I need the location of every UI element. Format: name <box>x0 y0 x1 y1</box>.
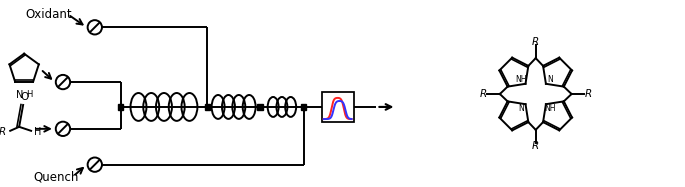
Text: R: R <box>532 37 539 47</box>
Text: N: N <box>519 104 524 113</box>
Text: NH: NH <box>515 75 527 84</box>
Text: H: H <box>26 90 32 99</box>
Bar <box>205 104 210 110</box>
Text: R: R <box>0 127 6 137</box>
Text: N: N <box>547 75 553 84</box>
Text: Quench: Quench <box>33 170 79 183</box>
Text: R: R <box>532 141 539 151</box>
Bar <box>322 92 353 122</box>
Text: Oxidant: Oxidant <box>25 8 72 21</box>
Bar <box>301 104 306 110</box>
Text: NH: NH <box>545 104 556 113</box>
Text: N: N <box>16 90 24 99</box>
Text: R: R <box>479 89 487 99</box>
Text: H: H <box>34 127 42 137</box>
Bar <box>258 104 262 110</box>
Bar <box>118 104 123 110</box>
Text: R: R <box>584 89 592 99</box>
Text: O: O <box>20 92 28 102</box>
